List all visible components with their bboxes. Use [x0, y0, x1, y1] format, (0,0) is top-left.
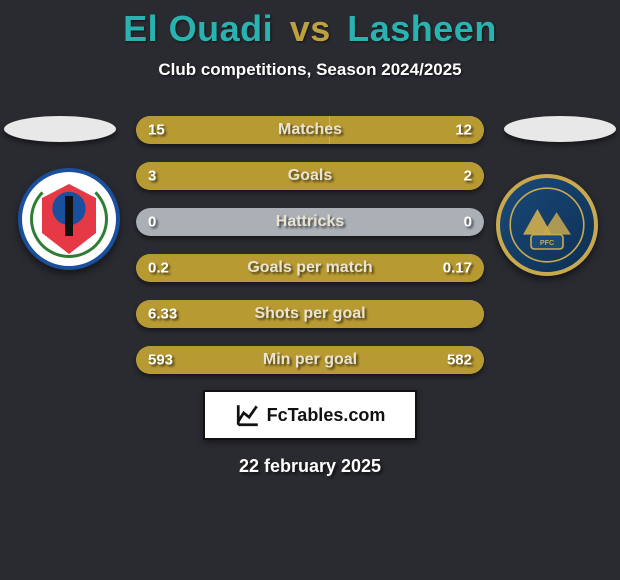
svg-text:PFC: PFC [540, 238, 554, 247]
stat-value-left: 0 [148, 214, 156, 231]
stats-block: Matches 15 12 Goals 3 2 Hattricks 0 0 Goals per m… [136, 116, 484, 392]
stat-value-right: 582 [447, 352, 472, 369]
stat-label: Shots per goal [254, 305, 365, 323]
subtitle: Club competitions, Season 2024/2025 [0, 60, 620, 80]
stat-row: Matches 15 12 [136, 116, 484, 144]
stat-value-right: 0.17 [443, 260, 472, 277]
stat-row: Shots per goal 6.33 [136, 300, 484, 328]
stat-label: Goals [288, 167, 332, 185]
player1-photo [4, 116, 116, 142]
stat-label: Hattricks [276, 213, 344, 231]
stat-value-left: 15 [148, 122, 165, 139]
watermark-badge: FcTables.com [203, 390, 417, 440]
stat-value-left: 6.33 [148, 306, 177, 323]
title-player1: El Ouadi [123, 8, 273, 49]
date-text: 22 february 2025 [239, 456, 381, 477]
stat-value-left: 0.2 [148, 260, 169, 277]
stat-value-left: 593 [148, 352, 173, 369]
torch-icon [65, 196, 73, 236]
title-player2: Lasheen [347, 8, 497, 49]
title-vs: vs [290, 8, 331, 49]
stat-value-left: 3 [148, 168, 156, 185]
stat-value-right: 12 [455, 122, 472, 139]
stat-label: Matches [278, 121, 342, 139]
player2-photo [504, 116, 616, 142]
stat-value-right: 0 [464, 214, 472, 231]
chart-icon [235, 402, 261, 428]
stat-value-right: 2 [464, 168, 472, 185]
player1-club-badge [18, 168, 120, 270]
stat-label: Min per goal [263, 351, 357, 369]
page-title: El Ouadi vs Lasheen [0, 8, 620, 50]
stat-row: Goals per match 0.2 0.17 [136, 254, 484, 282]
player2-club-badge: PFC [496, 174, 598, 276]
stat-label: Goals per match [247, 259, 372, 277]
stat-row: Hattricks 0 0 [136, 208, 484, 236]
watermark-text: FcTables.com [267, 405, 386, 426]
pyramids-icon: PFC [507, 185, 587, 265]
stat-row: Goals 3 2 [136, 162, 484, 190]
comparison-infographic: El Ouadi vs Lasheen Club competitions, S… [0, 0, 620, 580]
stat-row: Min per goal 593 582 [136, 346, 484, 374]
